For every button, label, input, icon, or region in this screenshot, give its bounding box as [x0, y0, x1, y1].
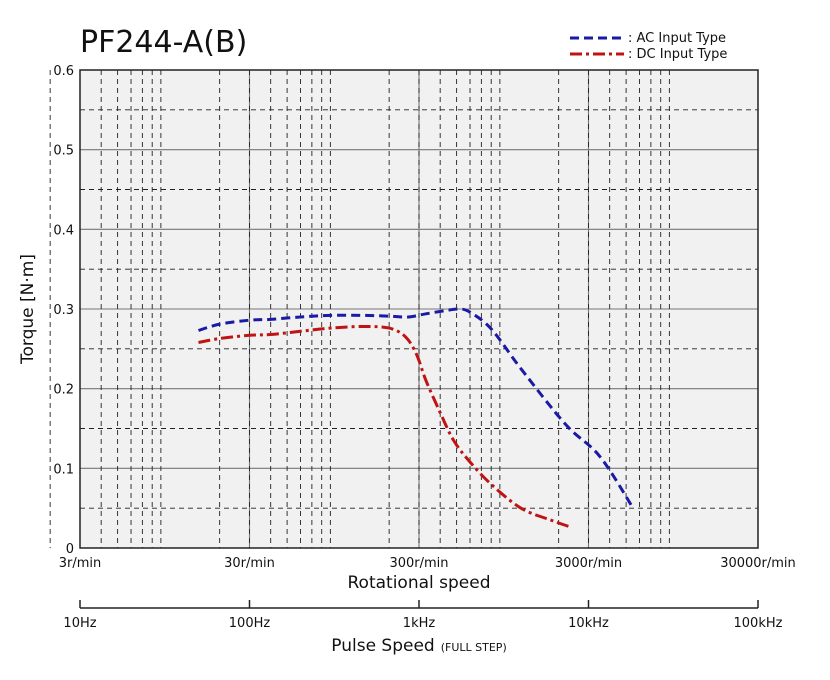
x-axis-ticks: 3r/min 30r/min 300r/min 3000r/min 30000r/min	[59, 556, 796, 571]
pulse-tick-label: 100Hz	[229, 616, 271, 631]
y-tick-label: 0.4	[53, 223, 74, 238]
pulse-speed-axis: 10Hz 100Hz 1kHz 10kHz 100kHz Pulse Speed (FUL…	[63, 600, 783, 656]
series-line-dc	[198, 324, 570, 528]
plot-frame	[79, 69, 759, 549]
x-tick-label: 30000r/min	[720, 556, 796, 571]
pulse-tick-label: 100kHz	[734, 616, 783, 631]
y-tick-label: 0.5	[53, 144, 74, 159]
legend-label-ac: : AC Input Type	[628, 31, 726, 46]
pulse-axis-label-main: Pulse Speed	[331, 636, 434, 656]
y-tick-label: 0	[66, 542, 74, 557]
x-tick-label: 300r/min	[389, 556, 448, 571]
y-tick-label: 0.1	[53, 462, 74, 477]
pulse-tick-label: 10Hz	[63, 616, 96, 631]
legend-label-dc: : DC Input Type	[628, 47, 727, 62]
chart-title: PF244-A(B)	[80, 25, 247, 60]
y-axis-label: Torque [N·m]	[18, 254, 38, 365]
series-line-ac	[198, 307, 635, 510]
y-tick-label: 0.3	[53, 303, 74, 318]
pulse-axis-label-suffix: (FULL STEP)	[441, 641, 507, 654]
y-tick-label: 0.2	[53, 383, 74, 398]
x-axis-label: Rotational speed	[348, 573, 491, 593]
y-axis-ticks: 0 0.1 0.2 0.3 0.4 0.5 0.6	[53, 64, 74, 557]
y-tick-label: 0.6	[53, 64, 74, 79]
pulse-axis-label: Pulse Speed (FULL STEP)	[331, 636, 506, 656]
x-tick-label: 3r/min	[59, 556, 102, 571]
pulse-tick-label: 1kHz	[403, 616, 436, 631]
pulse-tick-label: 10kHz	[568, 616, 609, 631]
x-tick-label: 30r/min	[224, 556, 275, 571]
legend: : AC Input Type : DC Input Type	[570, 31, 727, 62]
x-tick-label: 3000r/min	[555, 556, 622, 571]
series	[198, 307, 635, 528]
pulse-axis-ticks: 10Hz 100Hz 1kHz 10kHz 100kHz	[63, 600, 783, 631]
